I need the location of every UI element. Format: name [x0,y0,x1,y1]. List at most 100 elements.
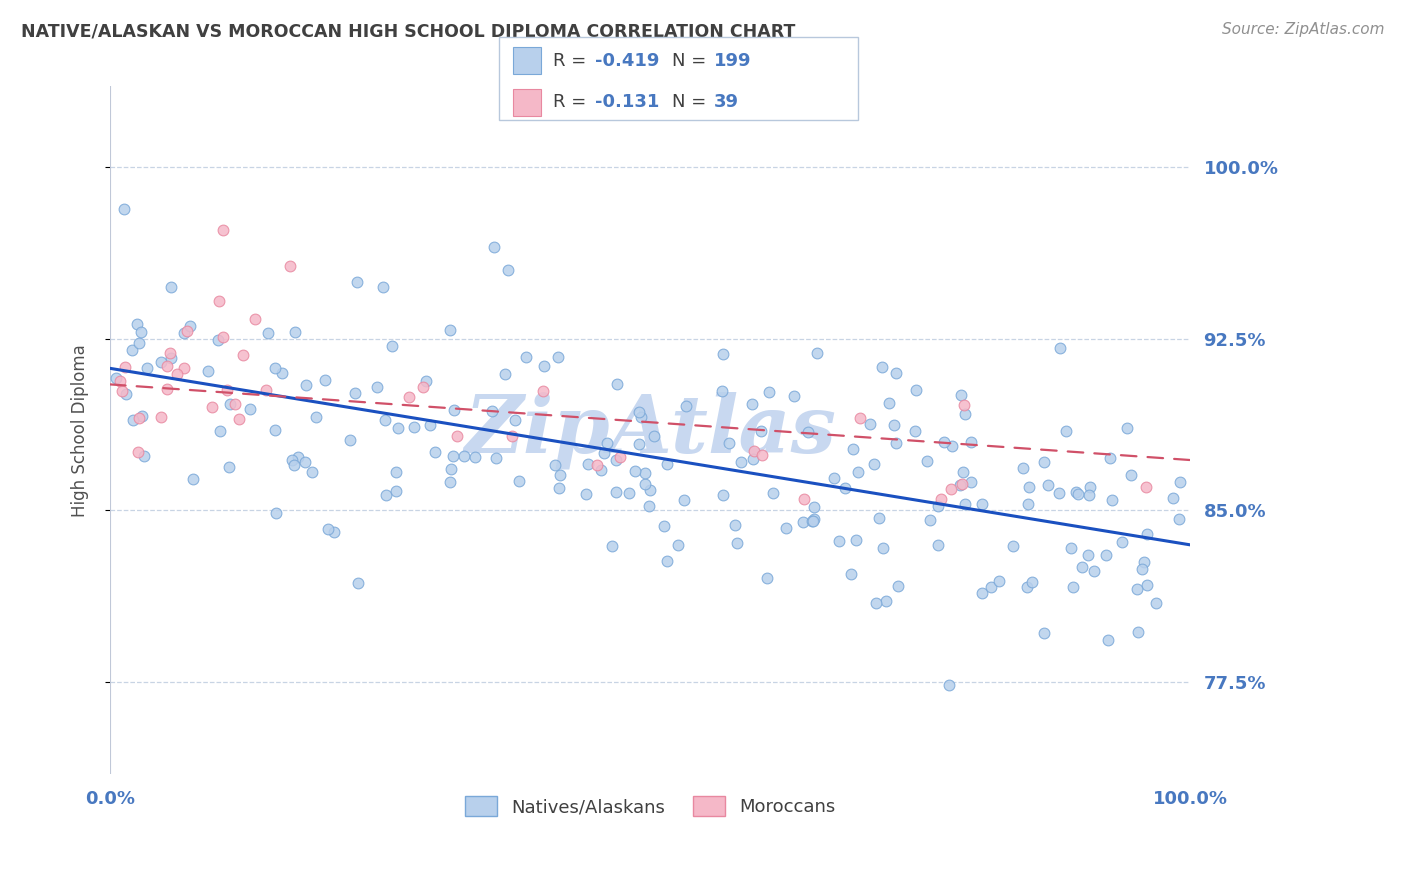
Point [758,384,780,399]
Point [301,465,323,479]
Point [627,405,650,419]
Point [841,442,863,456]
Point [114,202,136,216]
Point [711,384,734,398]
Point [501,429,523,443]
Point [295,378,318,392]
Point [1097,632,1119,647]
Point [724,518,747,533]
Point [960,434,983,449]
Text: -0.419: -0.419 [595,52,659,70]
Point [652,519,675,533]
Point [711,488,734,502]
Point [950,477,973,491]
Text: N =: N = [672,52,711,70]
Point [287,450,309,465]
Point [801,514,824,528]
Point [742,443,765,458]
Point [176,324,198,338]
Point [927,499,949,513]
Point [800,514,823,528]
Point [215,383,238,397]
Point [239,402,262,417]
Point [1098,450,1121,465]
Text: ZipAtlas: ZipAtlas [464,392,837,469]
Point [1012,460,1035,475]
Point [605,484,627,499]
Point [115,386,138,401]
Point [1017,497,1039,511]
Point [915,453,938,467]
Point [751,448,773,462]
Point [605,452,627,467]
Point [756,571,779,585]
Point [1071,559,1094,574]
Point [104,371,127,385]
Point [593,446,616,460]
Point [481,404,503,418]
Point [207,334,229,348]
Point [628,436,651,450]
Point [938,678,960,692]
Point [544,458,567,472]
Point [323,524,346,539]
Point [932,435,955,450]
Point [803,512,825,526]
Point [1078,480,1101,494]
Point [741,397,763,411]
Point [883,417,905,432]
Text: R =: R = [553,93,592,112]
Point [602,540,624,554]
Point [782,389,804,403]
Point [1001,539,1024,553]
Point [114,360,136,375]
Point [988,574,1011,589]
Text: 39: 39 [714,93,740,112]
Point [441,449,464,463]
Point [845,533,868,548]
Point [134,449,156,463]
Point [485,451,508,466]
Point [875,594,897,608]
Point [872,541,894,555]
Point [640,483,662,498]
Point [1121,468,1143,483]
Text: Source: ZipAtlas.com: Source: ZipAtlas.com [1222,22,1385,37]
Point [905,383,928,397]
Point [634,477,657,491]
Point [494,367,516,381]
Point [1078,488,1101,502]
Point [398,390,420,404]
Point [305,409,328,424]
Point [823,471,845,485]
Point [941,439,963,453]
Point [294,454,316,468]
Point [166,368,188,382]
Point [749,424,772,438]
Point [762,486,785,500]
Point [419,417,441,432]
Point [232,348,254,362]
Point [1067,487,1090,501]
Point [201,400,224,414]
Point [547,351,569,365]
Point [181,472,204,486]
Point [1032,626,1054,640]
Point [619,486,641,500]
Point [423,445,446,459]
Point [508,474,530,488]
Point [846,465,869,479]
Point [797,425,820,439]
Point [859,417,882,431]
Point [949,477,972,491]
Point [849,411,872,425]
Point [257,326,280,341]
Point [156,382,179,396]
Point [904,424,927,438]
Point [775,521,797,535]
Point [1017,580,1039,594]
Point [1095,548,1118,562]
Point [533,359,555,373]
Point [717,436,740,450]
Point [243,312,266,326]
